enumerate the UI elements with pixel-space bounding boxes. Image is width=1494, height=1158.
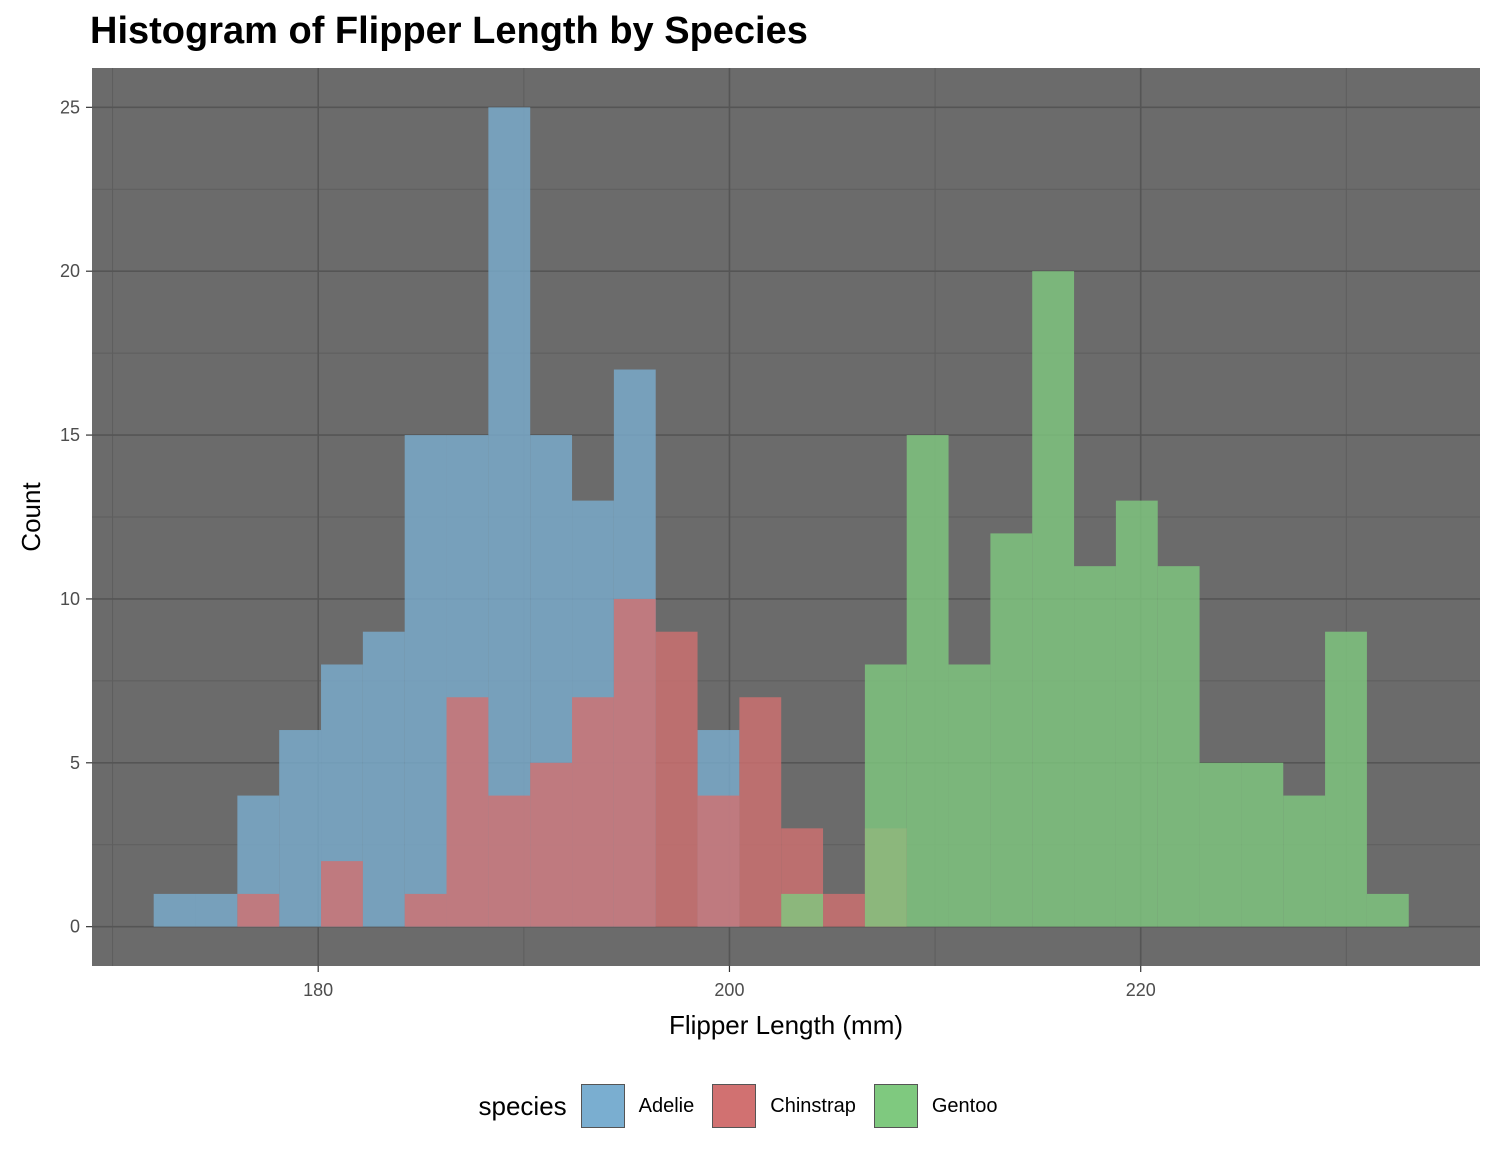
bar-chinstrap xyxy=(572,697,614,927)
legend-label-adelie: Adelie xyxy=(638,1094,695,1117)
legend-key-chinstrap xyxy=(712,1084,757,1128)
bar-chinstrap xyxy=(739,697,782,927)
bar-adelie xyxy=(404,435,447,927)
y-tick-label: 10 xyxy=(60,589,80,609)
chart-title: Histogram of Flipper Length by Species xyxy=(90,10,808,52)
bar-adelie xyxy=(362,631,405,927)
legend-item-chinstrap: Chinstrap xyxy=(712,1084,856,1128)
bar-adelie xyxy=(195,893,238,927)
bar-gentoo xyxy=(864,664,907,927)
bar-gentoo xyxy=(1157,566,1200,927)
x-axis-title: Flipper Length (mm) xyxy=(669,1010,903,1040)
series-gentoo xyxy=(781,271,1409,927)
legend-item-adelie: Adelie xyxy=(580,1084,695,1128)
bar-gentoo xyxy=(1241,762,1284,927)
legend-key-adelie xyxy=(580,1084,625,1128)
bar-chinstrap xyxy=(530,762,573,927)
bar-chinstrap xyxy=(613,598,656,927)
histogram-bars xyxy=(153,107,1409,927)
bar-chinstrap xyxy=(488,795,531,927)
bar-adelie xyxy=(279,730,322,927)
legend-title: species xyxy=(478,1090,567,1121)
x-tick-label: 220 xyxy=(1126,980,1156,1000)
x-axis-ticks: 180 200 220 xyxy=(303,966,1156,1000)
legend-label-chinstrap: Chinstrap xyxy=(770,1094,856,1117)
bar-gentoo xyxy=(1325,631,1367,927)
y-axis-title: Count xyxy=(16,482,46,552)
y-axis-ticks: 0 5 10 15 20 25 xyxy=(60,97,92,937)
bar-gentoo xyxy=(1074,566,1116,927)
x-tick-label: 200 xyxy=(714,980,744,1000)
bar-gentoo xyxy=(906,435,949,927)
bar-gentoo xyxy=(1115,500,1158,927)
bar-gentoo xyxy=(1032,271,1075,927)
legend-item-gentoo: Gentoo xyxy=(873,1084,998,1128)
bar-chinstrap xyxy=(321,861,363,927)
y-tick-label: 20 xyxy=(60,261,80,281)
y-tick-label: 15 xyxy=(60,425,80,445)
bar-gentoo xyxy=(1283,795,1326,927)
x-tick-label: 180 xyxy=(303,980,333,1000)
y-tick-label: 5 xyxy=(70,753,80,773)
bar-gentoo xyxy=(948,664,991,927)
bar-gentoo xyxy=(990,533,1033,927)
bar-chinstrap xyxy=(697,795,740,927)
bar-gentoo xyxy=(1199,762,1242,927)
bar-chinstrap xyxy=(823,893,865,927)
bar-chinstrap xyxy=(404,893,447,927)
legend-label-gentoo: Gentoo xyxy=(931,1094,998,1117)
bar-adelie xyxy=(488,107,531,927)
bar-chinstrap xyxy=(446,697,489,927)
legend: species Adelie Chinstrap Gentoo xyxy=(0,1078,1494,1134)
legend-key-gentoo xyxy=(873,1084,918,1128)
bar-chinstrap xyxy=(237,893,280,927)
y-tick-label: 0 xyxy=(70,917,80,937)
y-tick-label: 25 xyxy=(60,97,80,117)
bar-chinstrap xyxy=(655,631,698,927)
bar-gentoo xyxy=(781,893,824,927)
bar-adelie xyxy=(153,893,196,927)
bar-gentoo xyxy=(1366,893,1409,927)
